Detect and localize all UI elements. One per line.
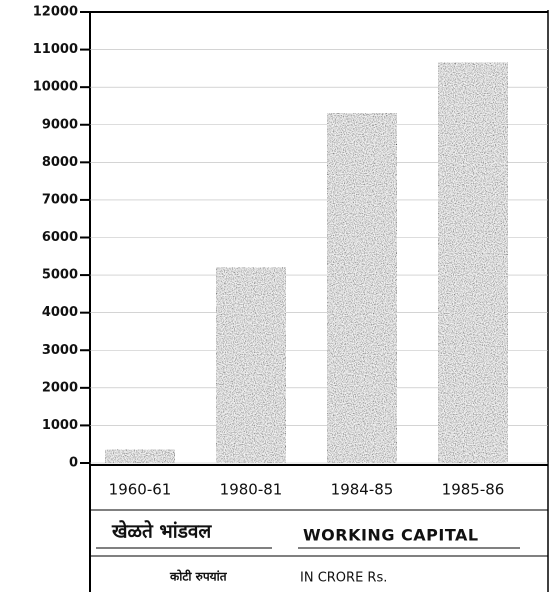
y-tick-label: 3000	[42, 343, 78, 358]
title-marathi: खेळते भांडवल	[111, 520, 212, 543]
x-tick-label: 1960-61	[109, 481, 172, 499]
x-tick-label: 1985-86	[442, 481, 505, 499]
x-tick-label: 1980-81	[220, 481, 283, 499]
y-tick-label: 8000	[42, 155, 78, 170]
y-tick-label: 0	[69, 456, 78, 471]
y-tick-label: 6000	[42, 230, 78, 245]
y-tick-label: 10000	[33, 80, 78, 95]
bar	[215, 266, 287, 465]
chart-title: WORKING CAPITAL	[303, 526, 479, 545]
y-tick-label: 1000	[42, 418, 78, 433]
subtitle: IN CRORE Rs.	[300, 571, 387, 586]
y-tick-label: 5000	[42, 268, 78, 283]
bar	[326, 112, 398, 464]
y-tick-label: 9000	[42, 117, 78, 132]
y-tick-label: 12000	[33, 5, 78, 20]
subtitle-marathi: कोटी रुपयांत	[169, 570, 228, 584]
y-tick-label: 4000	[42, 305, 78, 320]
x-tick-label: 1984-85	[331, 481, 394, 499]
y-tick-label: 2000	[42, 380, 78, 395]
y-tick-label: 11000	[33, 42, 78, 57]
y-tick-label: 7000	[42, 192, 78, 207]
bar	[437, 61, 509, 465]
bar	[104, 448, 176, 464]
